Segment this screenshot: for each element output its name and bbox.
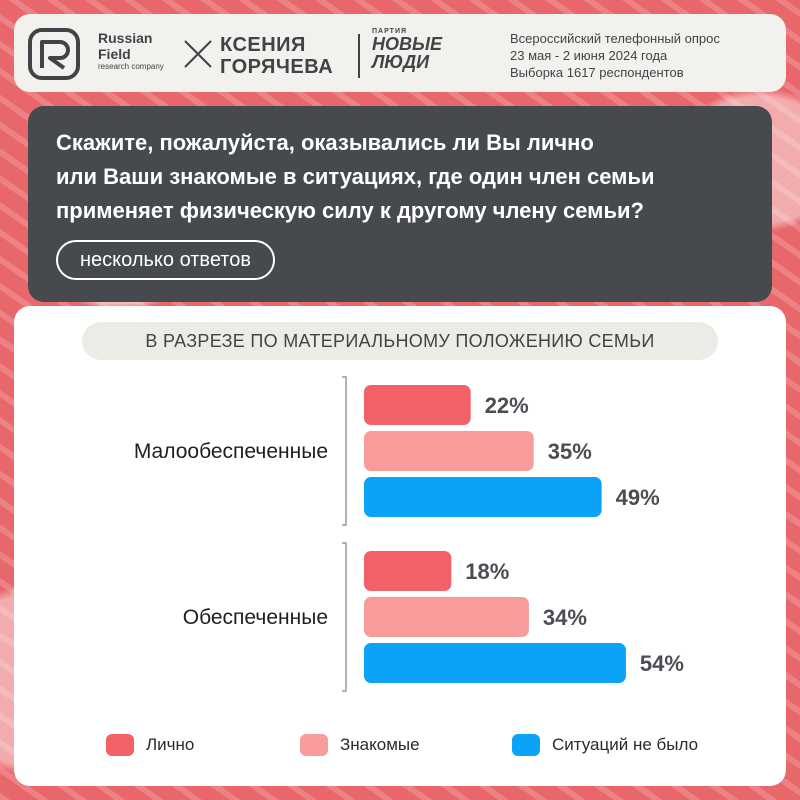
header-divider: [358, 34, 360, 78]
legend-swatch: [300, 734, 328, 756]
legend-item: Знакомые: [300, 732, 420, 758]
survey-line2: 23 мая - 2 июня 2024 года: [510, 48, 668, 63]
data-label: 54%: [640, 651, 684, 676]
legend-swatch: [512, 734, 540, 756]
russian-field-logo-icon: [28, 28, 80, 80]
question-line2: или Ваши знакомые в ситуациях, где один …: [56, 164, 655, 189]
logo-brand-line2: Field: [98, 46, 131, 62]
group-bracket: [342, 376, 347, 526]
data-label: 34%: [543, 605, 587, 630]
party-line1: НОВЫЕ: [372, 34, 443, 54]
bar: [364, 477, 602, 517]
logo-sub: research company: [98, 62, 164, 71]
header-card: Russian Field research company КСЕНИЯ ГО…: [14, 14, 786, 92]
person-line2: ГОРЯЧЕВА: [220, 56, 334, 78]
question-line3: применяет физическую силу к другому член…: [56, 198, 644, 223]
logo-brand-line1: Russian: [98, 30, 153, 46]
category-label: Обеспеченные: [183, 606, 328, 629]
question-text: Скажите, пожалуйста, оказывались ли Вы л…: [56, 126, 756, 228]
chart-card: В РАЗРЕЗЕ ПО МАТЕРИАЛЬНОМУ ПОЛОЖЕНИЮ СЕМ…: [14, 306, 786, 786]
party-line2: ЛЮДИ: [372, 52, 430, 72]
person-name: КСЕНИЯ ГОРЯЧЕВА: [220, 34, 333, 78]
group-bracket: [342, 542, 347, 692]
person-line1: КСЕНИЯ: [220, 34, 306, 56]
bar: [364, 643, 626, 683]
survey-line1: Всероссийский телефонный опрос: [510, 31, 720, 46]
legend-item: Лично: [106, 732, 194, 758]
legend-swatch: [106, 734, 134, 756]
data-label: 22%: [485, 393, 529, 418]
data-label: 35%: [548, 439, 592, 464]
legend-item: Ситуаций не было: [512, 732, 698, 758]
data-label: 18%: [465, 559, 509, 584]
party-logo: ПАРТИЯ НОВЫЕ ЛЮДИ: [372, 28, 442, 71]
bar: [364, 551, 452, 591]
legend-label: Знакомые: [340, 735, 420, 754]
bar: [364, 431, 534, 471]
category-label: Малообеспеченные: [134, 440, 328, 463]
multiple-answers-pill: несколько ответов: [56, 240, 275, 280]
survey-line3: Выборка 1617 респондентов: [510, 65, 684, 80]
bar: [364, 385, 471, 425]
logo-wordmark: Russian Field research company: [98, 30, 164, 72]
bar-chart: Малообеспеченные 22% 35% 49% Обеспеченные 18%…: [134, 376, 684, 692]
survey-info: Всероссийский телефонный опрос 23 мая - …: [510, 30, 760, 81]
legend-label: Ситуаций не было: [552, 735, 699, 754]
party-small: ПАРТИЯ: [372, 28, 408, 35]
legend-label: Лично: [146, 735, 195, 754]
data-label: 49%: [616, 485, 660, 510]
question-card: Скажите, пожалуйста, оказывались ли Вы л…: [28, 106, 772, 302]
bar: [364, 597, 529, 637]
question-line1: Скажите, пожалуйста, оказывались ли Вы л…: [56, 130, 594, 155]
cross-icon: [184, 40, 212, 68]
chart-subtitle: В РАЗРЕЗЕ ПО МАТЕРИАЛЬНОМУ ПОЛОЖЕНИЮ СЕМ…: [82, 322, 718, 360]
